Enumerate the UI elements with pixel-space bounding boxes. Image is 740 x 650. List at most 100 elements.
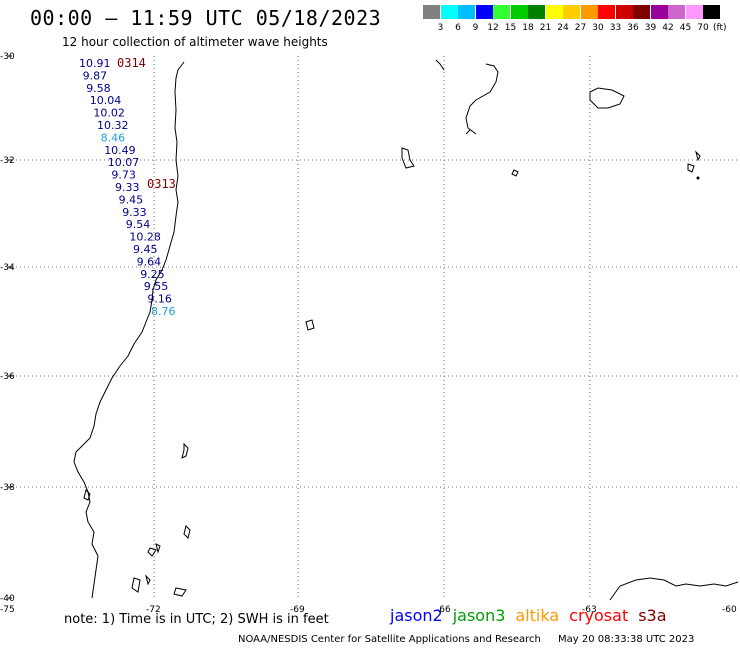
colorbar-swatch <box>493 5 510 19</box>
colorbar-swatch <box>685 5 703 19</box>
chile-coastline <box>73 61 185 599</box>
swh-value: 9.55 <box>144 280 169 293</box>
swh-value: 10.04 <box>90 94 122 107</box>
colorbar-swatch <box>703 5 720 19</box>
colorbar-label: 42 <box>662 23 674 33</box>
island-east-2 <box>695 150 701 162</box>
pass-time-label: 0313 <box>147 177 176 191</box>
swh-value: 9.33 <box>115 181 140 194</box>
longitude-label: -75 <box>0 605 15 615</box>
satellite-legend: jason2 jason3 altika cryosat s3a <box>390 606 677 625</box>
island-east-dot <box>696 176 700 180</box>
swh-value: 9.45 <box>119 193 144 206</box>
swh-value: 9.54 <box>126 218 151 231</box>
south-africa-coast <box>435 59 499 135</box>
chiloe-islet-1 <box>181 442 189 459</box>
islet-4 <box>155 543 161 554</box>
colorbar-swatch <box>458 5 475 19</box>
colorbar-swatch <box>423 5 440 19</box>
swh-value: 10.28 <box>129 231 161 244</box>
longitude-label: -60 <box>722 605 737 615</box>
swh-value: 9.87 <box>83 69 108 82</box>
colorbar-label: 30 <box>592 23 604 33</box>
latitude-label: -34 <box>0 263 15 273</box>
colorbar-label: 27 <box>574 23 587 33</box>
robinson-crusoe-island <box>305 319 315 331</box>
colorbar-label: 24 <box>557 23 569 33</box>
latitude-label: -30 <box>0 52 15 62</box>
swh-value: 9.16 <box>147 293 172 306</box>
pass-time-label: 0314 <box>117 56 146 70</box>
legend-item-jason3: jason3 <box>452 606 506 625</box>
swh-value: 8.46 <box>101 131 126 144</box>
island-ne <box>589 87 625 109</box>
swh-value: 10.49 <box>104 144 136 157</box>
swh-value: 9.33 <box>122 206 147 219</box>
colorbar-swatch <box>615 5 633 19</box>
colorbar-swatch <box>545 5 563 19</box>
latitude-label: -36 <box>0 372 15 382</box>
colorbar-label: 70 <box>697 23 709 33</box>
island-south <box>83 489 91 501</box>
longitude-label: -69 <box>290 605 305 615</box>
latitude-label: -40 <box>0 594 15 604</box>
colorbar-swatch <box>475 5 493 19</box>
colorbar-swatch <box>510 5 528 19</box>
colorbar-label: 33 <box>609 23 622 33</box>
swh-value: 9.58 <box>86 82 111 95</box>
islet-7 <box>173 587 187 597</box>
colorbar-swatch <box>528 5 545 19</box>
legend-item-cryosat: cryosat <box>569 606 629 625</box>
swh-value: 10.02 <box>93 107 125 120</box>
longitude-label: -72 <box>146 605 161 615</box>
latitude-label: -38 <box>0 483 15 493</box>
swh-value: 9.45 <box>133 243 158 256</box>
swh-value: 10.07 <box>108 156 140 169</box>
southern-coast <box>609 577 739 601</box>
colorbar-swatch <box>563 5 580 19</box>
legend-item-s3a: s3a <box>638 606 667 625</box>
colorbar-unit: (ft) <box>713 23 727 33</box>
colorbar-label: 6 <box>455 23 461 33</box>
footer: NOAA/NESDIS Center for Satellite Applica… <box>238 634 694 645</box>
swh-value: 9.73 <box>111 169 135 182</box>
swh-value: 8.76 <box>151 305 176 318</box>
footer-timestamp: May 20 08:33:38 UTC 2023 <box>558 634 695 645</box>
colorbar-swatch <box>650 5 668 19</box>
island-mid-2 <box>511 169 519 177</box>
swh-value: 9.64 <box>137 255 162 268</box>
colorbar-label: 15 <box>504 23 517 33</box>
page-title: 00:00 — 11:59 UTC 05/18/2023 <box>30 6 382 30</box>
islet-3 <box>147 547 157 557</box>
colorbar-label: 3 <box>437 23 444 33</box>
islet-6 <box>145 574 151 586</box>
colorbar-label: 39 <box>644 23 657 33</box>
colorbar-swatch <box>440 5 458 19</box>
latitude-label: -32 <box>0 156 15 166</box>
colorbar-label: 45 <box>679 23 692 33</box>
colorbar-label: 12 <box>487 23 499 33</box>
swh-value: 10.91 <box>79 57 111 70</box>
island-mid-1 <box>401 147 415 169</box>
swh-value: 9.25 <box>140 268 165 281</box>
colorbar-swatch <box>633 5 650 19</box>
note-text: note: 1) Time is in UTC; 2) SWH is in fe… <box>64 612 329 627</box>
colorbar-label: 21 <box>539 23 552 33</box>
colorbar-swatch <box>668 5 685 19</box>
colorbar-label: 18 <box>522 23 534 33</box>
page-subtitle: 12 hour collection of altimeter wave hei… <box>62 35 328 49</box>
legend-item-altika: altika <box>515 606 560 625</box>
islet-5 <box>131 577 141 593</box>
swh-value: 10.32 <box>97 119 129 132</box>
colorbar-swatch <box>580 5 598 19</box>
longitude-label: -63 <box>582 605 597 615</box>
footer-source: NOAA/NESDIS Center for Satellite Applica… <box>238 634 541 645</box>
chiloe-islet-2 <box>183 525 191 539</box>
island-east-1 <box>687 163 695 173</box>
coastline <box>73 59 739 601</box>
colorbar-label: 9 <box>472 23 479 33</box>
longitude-label: -66 <box>436 605 451 615</box>
legend-item-jason2: jason2 <box>390 606 443 625</box>
colorbar-swatch <box>598 5 615 19</box>
